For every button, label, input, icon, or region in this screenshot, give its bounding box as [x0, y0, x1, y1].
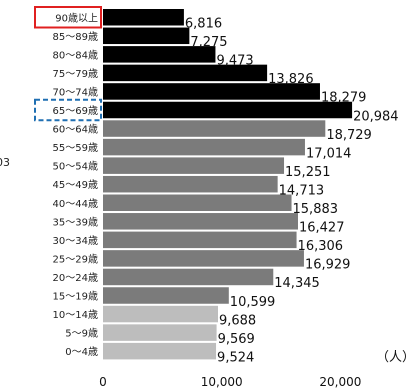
- value-label-9: 14,713: [279, 183, 325, 198]
- value-label-11: 16,427: [299, 221, 345, 236]
- x-tick-labels-group: 0 10,000 20,000: [99, 375, 361, 389]
- value-label-7: 17,014: [306, 146, 352, 161]
- category-label-11: 35～39歳: [53, 216, 98, 228]
- highlight-box-90-plus: [34, 6, 102, 29]
- category-labels-group: 90歳以上 85～89歳 80～84歳 75～79歳 70～74歳 65～69歳 60～64…: [53, 12, 98, 358]
- value-label-13: 16,929: [305, 258, 351, 273]
- bar-12: [103, 231, 297, 249]
- bar-3: [103, 64, 268, 82]
- bar-14: [103, 268, 274, 286]
- category-label-9: 45～49歳: [53, 179, 98, 191]
- x-tick-label-0: 0: [99, 375, 107, 389]
- bar-10: [103, 194, 292, 211]
- category-label-0: 90歳以上: [55, 12, 98, 24]
- value-label-2: 9,473: [216, 54, 253, 69]
- category-label-7: 55～59歳: [53, 142, 98, 154]
- bar-16: [103, 305, 218, 323]
- value-label-17: 9,569: [218, 332, 255, 347]
- bar-0: [103, 9, 184, 26]
- category-label-10: 40～44歳: [53, 198, 98, 210]
- bar-4: [103, 83, 320, 100]
- category-label-8: 50～54歳: [53, 161, 98, 173]
- value-label-3: 13,826: [268, 72, 314, 87]
- bar-2: [103, 46, 216, 63]
- category-label-4: 70～74歳: [53, 86, 98, 98]
- category-label-12: 30～34歳: [53, 235, 98, 247]
- bars-group: [103, 9, 353, 360]
- bar-15: [103, 287, 229, 304]
- category-label-17: 5～9歳: [65, 328, 98, 340]
- category-label-16: 10～14歳: [53, 309, 98, 321]
- bar-1: [103, 27, 190, 45]
- value-label-18: 9,524: [217, 350, 254, 365]
- value-label-1: 7,275: [190, 35, 227, 50]
- value-label-15: 10,599: [230, 295, 275, 310]
- category-label-3: 75～79歳: [53, 68, 98, 80]
- highlight-box-65-69: [34, 98, 102, 122]
- value-label-10: 15,883: [293, 202, 339, 217]
- value-label-16: 9,688: [219, 313, 256, 328]
- category-label-6: 60～64歳: [53, 124, 98, 136]
- bar-8: [103, 157, 285, 174]
- bar-5: [103, 101, 353, 119]
- category-label-15: 15～19歳: [53, 291, 98, 303]
- unit-label: （人）: [376, 350, 415, 365]
- category-label-14: 20～24歳: [53, 272, 98, 284]
- value-label-6: 18,729: [326, 128, 372, 143]
- value-label-5: 20,984: [353, 109, 399, 124]
- value-labels-group: 6,816 7,275 9,473 13,826 18,279 20,984 18,729 1…: [185, 17, 399, 366]
- value-label-4: 18,279: [321, 91, 367, 106]
- value-label-8: 15,251: [285, 165, 331, 180]
- bar-13: [103, 250, 304, 267]
- category-label-18: 0～4歳: [65, 346, 98, 358]
- bar-18: [103, 342, 217, 360]
- category-label-1: 85～89歳: [53, 31, 98, 43]
- category-label-5: 65～69歳: [53, 105, 98, 117]
- bar-7: [103, 138, 305, 156]
- bar-11: [103, 213, 298, 230]
- category-label-13: 25～29歳: [53, 253, 98, 265]
- value-label-0: 6,816: [185, 17, 222, 32]
- x-tick-label-2: 20,000: [319, 375, 361, 389]
- value-label-12: 16,306: [298, 239, 344, 254]
- category-label-2: 80～84歳: [53, 49, 98, 61]
- bar-9: [103, 175, 278, 193]
- value-label-14: 14,345: [274, 276, 320, 291]
- bar-17: [103, 324, 217, 341]
- bar-6: [103, 120, 326, 137]
- x-tick-label-1: 10,000: [201, 375, 243, 389]
- left-edge-text: 03: [0, 156, 10, 169]
